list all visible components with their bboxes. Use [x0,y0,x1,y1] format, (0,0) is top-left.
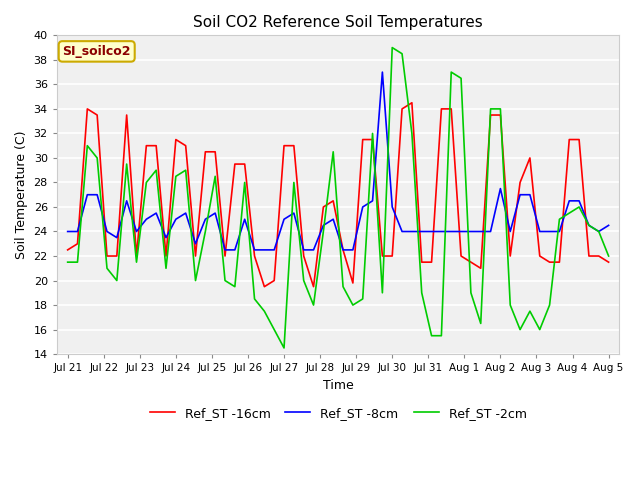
Ref_ST -16cm [438,106,445,112]
Ref_ST -8cm [418,228,426,234]
Y-axis label: Soil Temperature (C): Soil Temperature (C) [15,131,28,259]
Text: SI_soilco2: SI_soilco2 [63,45,131,58]
Ref_ST -16cm [418,259,426,265]
Ref_ST -8cm [270,247,278,253]
Ref_ST -8cm [221,247,229,253]
Ref_ST -2cm [260,308,268,314]
Ref_ST -8cm [74,228,81,234]
Ref_ST -16cm [378,253,386,259]
Ref_ST -2cm [418,290,426,296]
Ref_ST -2cm [280,345,288,351]
Ref_ST -8cm [605,223,612,228]
Line: Ref_ST -2cm: Ref_ST -2cm [68,48,609,348]
Legend: Ref_ST -16cm, Ref_ST -8cm, Ref_ST -2cm: Ref_ST -16cm, Ref_ST -8cm, Ref_ST -2cm [145,402,532,425]
Ref_ST -16cm [497,112,504,118]
Ref_ST -2cm [605,253,612,259]
Ref_ST -16cm [408,100,416,106]
X-axis label: Time: Time [323,379,353,392]
Ref_ST -2cm [74,259,81,265]
Ref_ST -2cm [378,290,386,296]
Ref_ST -16cm [270,277,278,283]
Ref_ST -2cm [497,106,504,112]
Ref_ST -8cm [388,204,396,210]
Ref_ST -8cm [438,228,445,234]
Ref_ST -16cm [74,241,81,247]
Ref_ST -8cm [378,69,386,75]
Ref_ST -16cm [605,259,612,265]
Ref_ST -2cm [388,45,396,50]
Ref_ST -2cm [438,333,445,338]
Line: Ref_ST -8cm: Ref_ST -8cm [68,72,609,250]
Title: Soil CO2 Reference Soil Temperatures: Soil CO2 Reference Soil Temperatures [193,15,483,30]
Ref_ST -2cm [64,259,72,265]
Ref_ST -8cm [64,228,72,234]
Ref_ST -16cm [260,284,268,289]
Ref_ST -8cm [497,186,504,192]
Line: Ref_ST -16cm: Ref_ST -16cm [68,103,609,287]
Ref_ST -16cm [64,247,72,253]
